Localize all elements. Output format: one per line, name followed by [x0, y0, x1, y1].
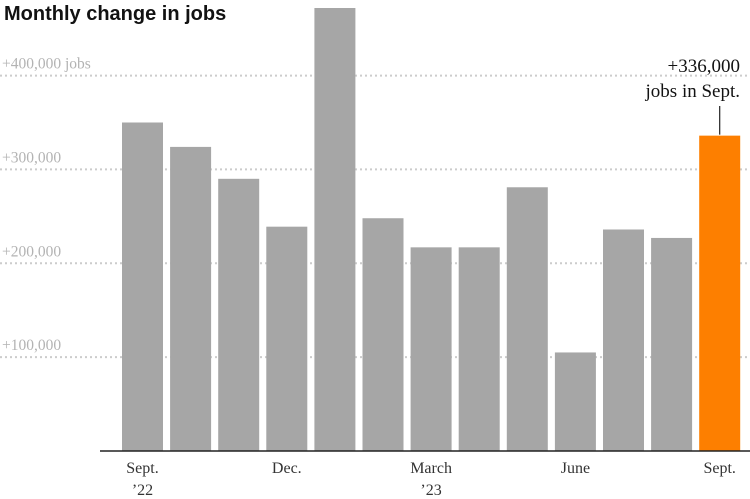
bar-7 — [458, 247, 500, 451]
bar-3 — [266, 226, 308, 451]
x-tick-label-3: June — [561, 460, 590, 477]
y-tick-label-2: +300,000 — [2, 149, 61, 166]
y-tick-label-1: +200,000 — [2, 243, 61, 260]
bar-9 — [554, 352, 596, 451]
bar-12 — [699, 135, 741, 451]
bar-2 — [218, 178, 260, 451]
x-tick-label-1: Dec. — [272, 460, 302, 477]
x-tick-label-2: March ’23 — [410, 460, 452, 499]
annotation: +336,000 jobs in Sept. — [645, 56, 740, 135]
bar-10 — [603, 229, 644, 451]
y-tick-labels: +100,000 +200,000 +300,000 +400,000 jobs — [2, 56, 91, 355]
bar-8 — [506, 187, 548, 451]
bar-4 — [314, 8, 356, 451]
bar-5 — [362, 218, 404, 451]
bar-0 — [122, 122, 163, 451]
x-tick-label-0: Sept. ’22 — [126, 460, 158, 499]
x-tick-label-4: Sept. — [703, 460, 735, 477]
bar-1 — [170, 146, 212, 451]
bar-6 — [410, 247, 452, 451]
bars — [122, 8, 741, 451]
x-tick-labels: Sept. ’22 Dec. March ’23 June Sept. — [126, 460, 736, 499]
annotation-line-1: jobs in Sept. — [645, 81, 740, 102]
chart-title: Monthly change in jobs — [4, 3, 226, 25]
annotation-line-0: +336,000 — [668, 56, 740, 77]
bar-11 — [651, 237, 693, 451]
y-tick-label-0: +100,000 — [2, 337, 61, 354]
y-tick-label-3: +400,000 jobs — [2, 56, 91, 73]
